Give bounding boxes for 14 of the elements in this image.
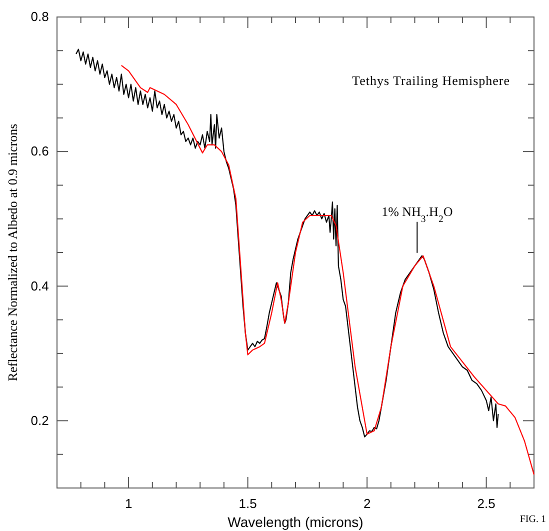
- annotation: 1% NH$_{3}$.H$_{2}$O: [382, 204, 453, 224]
- y-tick-label: 0.2: [30, 412, 49, 428]
- y-tick-label: 0.8: [30, 9, 49, 24]
- y-axis-title: Reflectance Normalized to Albedo at 0.9 microns: [5, 124, 20, 382]
- caption: FIG. 1: [520, 514, 546, 525]
- y-tick-label: 0.4: [30, 278, 49, 294]
- x-axis-title: Wavelength (microns): [228, 514, 364, 530]
- x-tick-label: 2.5: [477, 496, 496, 511]
- y-tick-label: 0.6: [30, 144, 49, 159]
- x-tick-label: 1.5: [238, 496, 257, 511]
- x-tick-label: 2: [363, 496, 371, 511]
- line-series: [120, 64, 535, 476]
- x-tick-label: 1: [124, 496, 132, 511]
- annotation: Tethys Trailing Hemisphere: [352, 73, 510, 88]
